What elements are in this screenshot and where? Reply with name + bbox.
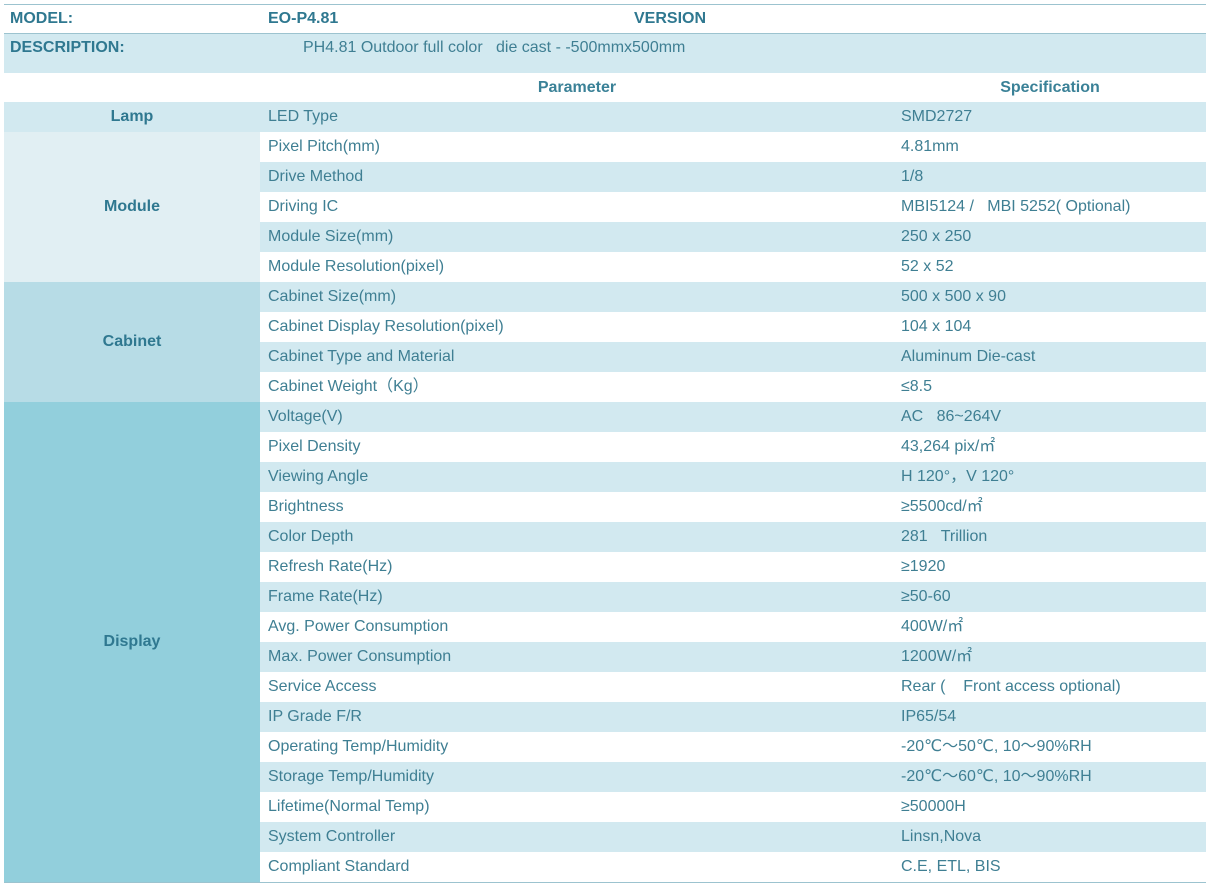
parameter-cell: Cabinet Type and Material	[268, 348, 455, 365]
parameter-cell: Avg. Power Consumption	[268, 618, 449, 635]
spec-cell: ≥5500cd/㎡	[901, 498, 983, 515]
model-value: EO-P4.81	[268, 10, 339, 27]
spec-cell: -20℃～50℃, 10～90%RH	[901, 738, 1092, 755]
table-row: Pixel Density 43,264 pix/㎡	[260, 432, 1206, 462]
spec-cell: ≥1920	[901, 558, 946, 575]
parameter-cell: System Controller	[268, 828, 396, 845]
table-row: Driving IC MBI5124 / MBI 5252( Optional)	[260, 192, 1206, 222]
parameter-cell: Color Depth	[268, 528, 354, 545]
spec-cell: C.E, ETL, BIS	[901, 858, 1001, 875]
table-row: Voltage(V) AC 86~264V	[260, 402, 1206, 432]
parameter-cell: Brightness	[268, 498, 344, 515]
spec-cell: 250 x 250	[901, 228, 972, 245]
spec-cell: ≤8.5	[901, 378, 933, 395]
parameter-cell: Operating Temp/Humidity	[268, 738, 449, 755]
parameter-cell: Cabinet Size(mm)	[268, 288, 397, 305]
column-header-parameter: Parameter	[537, 79, 617, 96]
parameter-cell: IP Grade F/R	[268, 708, 362, 725]
group-module: Module	[4, 132, 260, 282]
spec-cell: 1/8	[901, 168, 924, 185]
table-row: Color Depth 281 Trillion	[260, 522, 1206, 552]
spec-cell: Linsn,Nova	[901, 828, 982, 845]
table-row: Max. Power Consumption 1200W/㎡	[260, 642, 1206, 672]
spec-cell: 281 Trillion	[901, 528, 988, 545]
parameter-cell: Cabinet Display Resolution(pixel)	[268, 318, 504, 335]
column-header-specification: Specification	[1000, 79, 1100, 96]
table-row: Module Resolution(pixel) 52 x 52	[260, 252, 1206, 282]
spec-cell: IP65/54	[901, 708, 957, 725]
table-row: Pixel Pitch(mm) 4.81mm	[260, 132, 1206, 162]
parameter-cell: Pixel Pitch(mm)	[268, 138, 381, 155]
spec-cell: 1200W/㎡	[901, 648, 973, 665]
parameter-cell: Refresh Rate(Hz)	[268, 558, 393, 575]
spec-cell: MBI5124 / MBI 5252( Optional)	[901, 198, 1131, 215]
table-row: IP Grade F/R IP65/54	[260, 702, 1206, 732]
description-top-border	[4, 33, 1206, 34]
parameter-cell: Pixel Density	[268, 438, 361, 455]
table-row: Compliant Standard C.E, ETL, BIS	[260, 852, 1206, 882]
parameter-cell: LED Type	[268, 108, 338, 125]
spec-cell: Aluminum Die-cast	[901, 348, 1036, 365]
table-row: Storage Temp/Humidity -20℃～60℃, 10～90%RH	[260, 762, 1206, 792]
spec-cell: 104 x 104	[901, 318, 972, 335]
parameter-cell: Lifetime(Normal Temp)	[268, 798, 430, 815]
parameter-cell: Cabinet Weight（Kg）	[268, 378, 429, 395]
spec-cell: H 120°，V 120°	[901, 468, 1015, 485]
table-row: Cabinet Size(mm) 500 x 500 x 90	[260, 282, 1206, 312]
parameter-cell: Frame Rate(Hz)	[268, 588, 383, 605]
group-display: Display	[4, 402, 260, 882]
spec-cell: Rear ( Front access optional)	[901, 678, 1121, 695]
spec-cell: 4.81mm	[901, 138, 959, 155]
spec-cell: ≥50-60	[901, 588, 951, 605]
version-label: VERSION	[634, 10, 707, 27]
parameter-cell: Voltage(V)	[268, 408, 343, 425]
table-row: Module Size(mm) 250 x 250	[260, 222, 1206, 252]
parameter-cell: Module Size(mm)	[268, 228, 394, 245]
top-border	[4, 4, 1206, 5]
spec-cell: -20℃～60℃, 10～90%RH	[901, 768, 1092, 785]
parameter-cell: Module Resolution(pixel)	[268, 258, 445, 275]
table-row: System Controller Linsn,Nova	[260, 822, 1206, 852]
table-row: Brightness ≥5500cd/㎡	[260, 492, 1206, 522]
table-row: Cabinet Type and Material Aluminum Die-c…	[260, 342, 1206, 372]
table-row: Operating Temp/Humidity -20℃～50℃, 10～90%…	[260, 732, 1206, 762]
table-row: Viewing Angle H 120°，V 120°	[260, 462, 1206, 492]
table-row: Lifetime(Normal Temp) ≥50000H	[260, 792, 1206, 822]
parameter-cell: Viewing Angle	[268, 468, 369, 485]
spec-cell: 400W/㎡	[901, 618, 964, 635]
spec-cell: ≥50000H	[901, 798, 966, 815]
group-cabinet: Cabinet	[4, 282, 260, 402]
table-row: Refresh Rate(Hz) ≥1920	[260, 552, 1206, 582]
bottom-border	[4, 882, 1206, 883]
parameter-cell: Storage Temp/Humidity	[268, 768, 434, 785]
table-row: Cabinet Display Resolution(pixel) 104 x …	[260, 312, 1206, 342]
description-label: DESCRIPTION:	[10, 39, 125, 56]
description-band	[4, 33, 1206, 73]
parameter-cell: Max. Power Consumption	[268, 648, 452, 665]
spec-cell: SMD2727	[901, 108, 973, 125]
table-row: Drive Method 1/8	[260, 162, 1206, 192]
table-row: Avg. Power Consumption 400W/㎡	[260, 612, 1206, 642]
spec-cell: 43,264 pix/㎡	[901, 438, 996, 455]
parameter-cell: Service Access	[268, 678, 377, 695]
table-row: Frame Rate(Hz) ≥50-60	[260, 582, 1206, 612]
parameter-cell: Driving IC	[268, 198, 339, 215]
spec-cell: AC 86~264V	[901, 408, 1002, 425]
model-label: MODEL:	[10, 10, 74, 27]
parameter-cell: Drive Method	[268, 168, 364, 185]
parameter-cell: Compliant Standard	[268, 858, 410, 875]
spec-cell: 500 x 500 x 90	[901, 288, 1006, 305]
table-row: LED Type SMD2727	[260, 102, 1206, 132]
spec-cell: 52 x 52	[901, 258, 954, 275]
group-lamp: Lamp	[4, 102, 260, 132]
table-row: Cabinet Weight（Kg） ≤8.5	[260, 372, 1206, 402]
table-row: Service Access Rear ( Front access optio…	[260, 672, 1206, 702]
description-value: PH4.81 Outdoor full color die cast - -50…	[303, 39, 686, 56]
